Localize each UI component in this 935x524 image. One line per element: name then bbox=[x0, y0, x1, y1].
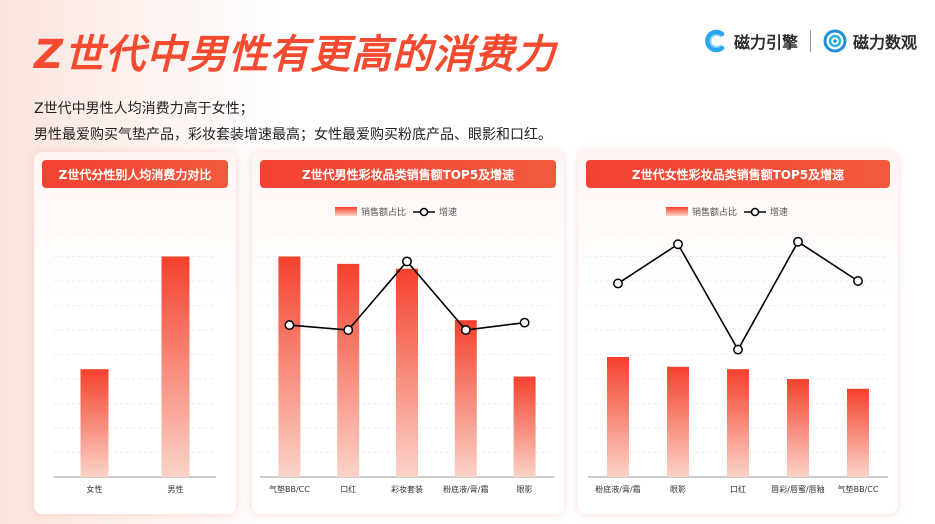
chart-gender-svg: 女性 男性 bbox=[54, 231, 216, 494]
magnet-c-icon bbox=[705, 29, 725, 53]
legend-swatch-bar bbox=[335, 207, 357, 216]
growth-point[interactable] bbox=[284, 320, 295, 331]
growth-point[interactable] bbox=[402, 256, 412, 267]
growth-point[interactable] bbox=[793, 236, 803, 247]
bar[interactable] bbox=[727, 369, 749, 477]
brand-logo-cili-engine[interactable]: 磁力引擎 bbox=[702, 28, 798, 54]
legend-label-line: 增速 bbox=[439, 206, 457, 218]
growth-point[interactable] bbox=[853, 276, 863, 286]
x-tick-label: 气垫BB/CC bbox=[838, 484, 879, 494]
growth-point[interactable] bbox=[343, 325, 354, 335]
growth-point[interactable] bbox=[519, 317, 530, 328]
description-line-1: Z世代中男性人均消费力高于女性； bbox=[34, 101, 254, 117]
chart-title: Z世代女性彩妆品类销售额TOP5及增速 bbox=[586, 160, 890, 188]
legend-label-bar: 销售额占比 bbox=[692, 206, 737, 218]
bar[interactable] bbox=[396, 268, 418, 477]
growth-point[interactable] bbox=[733, 344, 743, 355]
growth-line bbox=[617, 240, 859, 352]
growth-point[interactable] bbox=[460, 325, 471, 335]
chart-title: Z世代男性彩妆品类销售额TOP5及增速 bbox=[260, 160, 556, 188]
bar[interactable] bbox=[847, 388, 869, 477]
legend-marker bbox=[750, 207, 760, 217]
x-tick-label: 彩妆套装 bbox=[391, 484, 423, 494]
x-tick-label: 女性 bbox=[87, 484, 103, 494]
x-tick-label: 粉底液/膏/霜 bbox=[595, 484, 640, 494]
logo-divider bbox=[809, 30, 811, 52]
legend-swatch-bar bbox=[666, 207, 688, 216]
description-line-2: 男性最爱购买气垫产品，彩妆套装增速最高；女性最爱购买粉底产品、眼影和口红。 bbox=[34, 127, 552, 143]
legend-marker bbox=[419, 207, 429, 217]
x-tick-label: 唇彩/唇蜜/唇釉 bbox=[771, 484, 824, 494]
legend-label-bar: 销售额占比 bbox=[361, 206, 406, 218]
brand-logo-cili-shuguan[interactable]: 磁力数观 bbox=[823, 29, 917, 53]
bar[interactable] bbox=[161, 256, 190, 478]
x-tick-label: 口红 bbox=[730, 484, 746, 494]
bar[interactable] bbox=[787, 379, 809, 477]
x-tick-label: 粉底液/膏/霜 bbox=[443, 484, 488, 494]
bar[interactable] bbox=[607, 356, 629, 477]
chart-panel-female: Z世代女性彩妆品类销售额TOP5及增速 销售额占比 增速粉底液/膏/霜 眼影 口红 唇彩… bbox=[578, 152, 898, 514]
bar[interactable] bbox=[80, 369, 109, 477]
bar[interactable] bbox=[337, 263, 360, 477]
page-title: Z世代中男性有更高的消费力 bbox=[34, 32, 557, 78]
bar[interactable] bbox=[513, 376, 536, 477]
bar[interactable] bbox=[454, 320, 477, 477]
logo-group: 磁力引擎 磁力数观 bbox=[702, 26, 917, 56]
brand2-label: 磁力数观 bbox=[852, 33, 917, 52]
growth-point[interactable] bbox=[613, 278, 623, 289]
chart-panel-gender: Z世代分性别人均消费力对比 女性 男性 bbox=[34, 152, 236, 514]
chart-title: Z世代分性别人均消费力对比 bbox=[42, 160, 228, 188]
x-tick-label: 眼影 bbox=[517, 484, 533, 494]
x-tick-label: 气垫BB/CC bbox=[269, 484, 310, 494]
bar[interactable] bbox=[667, 366, 689, 477]
x-tick-label: 口红 bbox=[340, 484, 356, 494]
growth-point[interactable] bbox=[673, 239, 683, 250]
legend-label-line: 增速 bbox=[770, 206, 788, 218]
x-tick-label: 男性 bbox=[168, 484, 184, 494]
x-tick-label: 眼影 bbox=[670, 484, 686, 494]
chart-panel-male: Z世代男性彩妆品类销售额TOP5及增速 销售额占比 增速气垫BB/CC 口红 彩妆套装… bbox=[252, 152, 564, 514]
bar[interactable] bbox=[278, 256, 301, 478]
brand1-label: 磁力引擎 bbox=[733, 33, 798, 52]
eye-circle-icon bbox=[823, 29, 847, 53]
